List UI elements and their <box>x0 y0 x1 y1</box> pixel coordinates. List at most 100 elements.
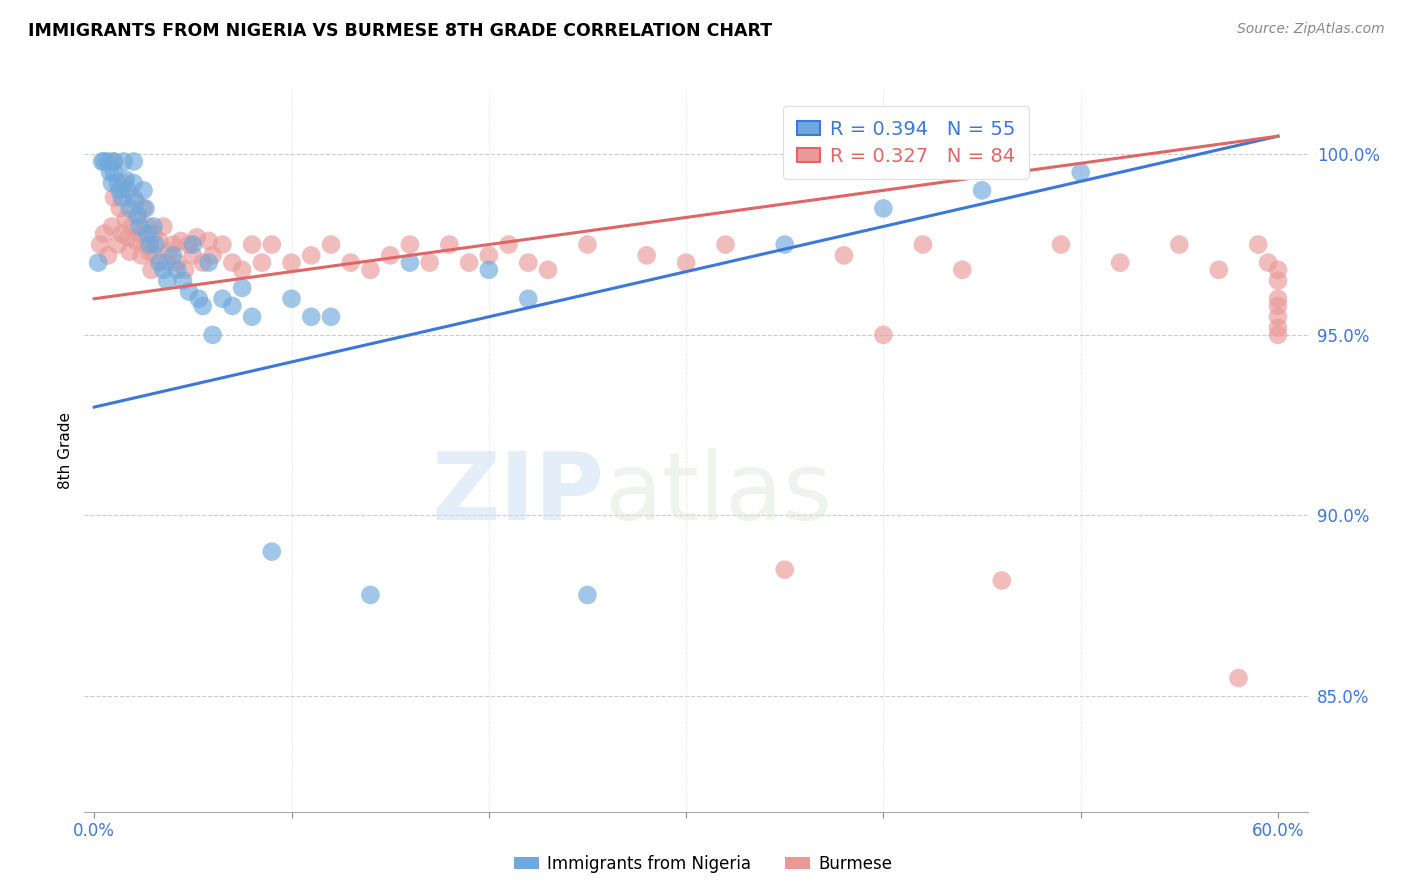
Point <box>1247 237 1270 252</box>
Point <box>280 255 302 269</box>
Point <box>1267 274 1289 288</box>
Point <box>260 237 283 252</box>
Point <box>131 248 153 262</box>
Point <box>121 219 143 234</box>
Point <box>1267 327 1289 342</box>
Point <box>103 154 125 169</box>
Point <box>177 237 200 252</box>
Point <box>517 292 540 306</box>
Point <box>197 234 219 248</box>
Point <box>112 176 135 190</box>
Point <box>186 230 208 244</box>
Point <box>240 237 263 252</box>
Legend: Immigrants from Nigeria, Burmese: Immigrants from Nigeria, Burmese <box>508 848 898 880</box>
Point <box>138 244 160 259</box>
Point <box>1257 255 1279 269</box>
Point <box>773 237 796 252</box>
Point <box>1168 237 1191 252</box>
Point <box>498 237 520 252</box>
Point <box>299 310 322 324</box>
Point <box>112 154 135 169</box>
Point <box>89 237 111 252</box>
Point <box>1208 262 1230 277</box>
Point <box>166 262 188 277</box>
Point <box>127 209 149 223</box>
Point <box>152 219 174 234</box>
Point <box>145 248 167 262</box>
Point <box>991 574 1014 588</box>
Point <box>156 274 179 288</box>
Point <box>135 237 157 252</box>
Point <box>439 237 461 252</box>
Point <box>419 255 441 269</box>
Point <box>1267 320 1289 334</box>
Text: Source: ZipAtlas.com: Source: ZipAtlas.com <box>1237 22 1385 37</box>
Point <box>1109 255 1132 269</box>
Point <box>124 194 146 209</box>
Point <box>1267 299 1289 313</box>
Point <box>136 227 159 241</box>
Point <box>231 262 253 277</box>
Point <box>157 244 180 259</box>
Point <box>177 285 200 299</box>
Text: IMMIGRANTS FROM NIGERIA VS BURMESE 8TH GRADE CORRELATION CHART: IMMIGRANTS FROM NIGERIA VS BURMESE 8TH G… <box>28 22 772 40</box>
Point <box>117 230 139 244</box>
Point <box>156 255 179 269</box>
Point <box>675 255 697 269</box>
Point <box>201 248 224 262</box>
Point <box>142 227 165 241</box>
Text: ZIP: ZIP <box>432 448 605 540</box>
Point <box>170 234 193 248</box>
Point <box>93 154 115 169</box>
Point <box>148 255 170 269</box>
Point <box>1050 237 1073 252</box>
Point <box>970 183 993 197</box>
Point <box>124 234 146 248</box>
Point <box>148 234 170 248</box>
Point <box>118 244 141 259</box>
Point <box>872 202 894 216</box>
Point <box>103 191 125 205</box>
Point <box>260 544 283 558</box>
Point <box>339 255 361 269</box>
Point <box>91 154 114 169</box>
Point <box>118 202 141 216</box>
Point <box>359 588 381 602</box>
Legend: R = 0.394   N = 55, R = 0.327   N = 84: R = 0.394 N = 55, R = 0.327 N = 84 <box>783 106 1029 179</box>
Point <box>950 262 973 277</box>
Point <box>181 237 204 252</box>
Point <box>103 154 125 169</box>
Point <box>111 191 134 205</box>
Point <box>380 248 402 262</box>
Point <box>162 237 184 252</box>
Point <box>872 327 894 342</box>
Point <box>138 237 160 252</box>
Point <box>107 176 129 190</box>
Point <box>87 255 110 269</box>
Point <box>128 227 150 241</box>
Point <box>299 248 322 262</box>
Point <box>832 248 855 262</box>
Point <box>911 237 934 252</box>
Point <box>211 292 233 306</box>
Point <box>108 202 131 216</box>
Point <box>478 248 501 262</box>
Point <box>576 237 599 252</box>
Point <box>97 154 120 169</box>
Point <box>114 172 136 186</box>
Point <box>162 248 184 262</box>
Point <box>122 191 145 205</box>
Point <box>197 255 219 269</box>
Point <box>152 262 174 277</box>
Point <box>141 262 163 277</box>
Point <box>191 255 214 269</box>
Point <box>101 219 124 234</box>
Point <box>187 292 209 306</box>
Point <box>211 237 233 252</box>
Point <box>1267 262 1289 277</box>
Point <box>191 299 214 313</box>
Point <box>132 202 155 216</box>
Text: atlas: atlas <box>605 448 832 540</box>
Point <box>132 183 155 197</box>
Point <box>714 237 737 252</box>
